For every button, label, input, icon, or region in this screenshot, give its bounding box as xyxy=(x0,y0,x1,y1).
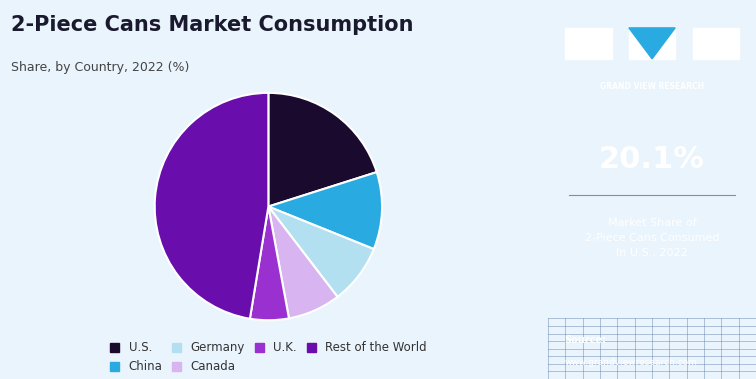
Bar xyxy=(692,28,739,59)
Wedge shape xyxy=(268,207,337,318)
Legend: U.S., China, Germany, Canada, U.K., Rest of the World: U.S., China, Germany, Canada, U.K., Rest… xyxy=(106,338,431,377)
Text: 20.1%: 20.1% xyxy=(599,145,705,174)
Text: Market Share of
2-Piece Cans Consumed
In U.S., 2022: Market Share of 2-Piece Cans Consumed In… xyxy=(585,218,719,257)
Wedge shape xyxy=(268,207,373,297)
Text: Source:: Source: xyxy=(565,335,607,345)
Wedge shape xyxy=(268,93,376,207)
Polygon shape xyxy=(629,28,675,59)
Text: www.grandviewresearch.com: www.grandviewresearch.com xyxy=(565,358,698,367)
Wedge shape xyxy=(155,93,268,319)
Wedge shape xyxy=(268,172,382,249)
Wedge shape xyxy=(250,207,289,320)
Text: 2-Piece Cans Market Consumption: 2-Piece Cans Market Consumption xyxy=(11,15,414,35)
Bar xyxy=(565,28,612,59)
Text: Share, by Country, 2022 (%): Share, by Country, 2022 (%) xyxy=(11,61,189,74)
Text: GRAND VIEW RESEARCH: GRAND VIEW RESEARCH xyxy=(600,81,704,91)
Bar xyxy=(629,28,675,59)
